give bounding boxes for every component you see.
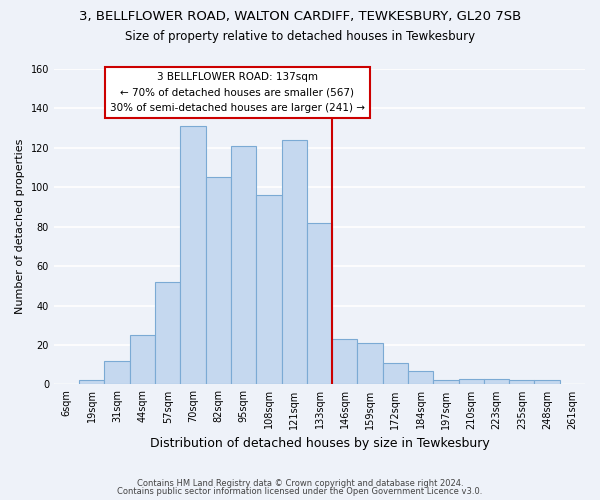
Bar: [358, 343, 383, 384]
Bar: [231, 146, 256, 384]
Bar: [458, 378, 484, 384]
Bar: [79, 380, 104, 384]
Text: Contains public sector information licensed under the Open Government Licence v3: Contains public sector information licen…: [118, 487, 482, 496]
Bar: [509, 380, 535, 384]
Bar: [383, 362, 408, 384]
Bar: [206, 178, 231, 384]
Y-axis label: Number of detached properties: Number of detached properties: [15, 139, 25, 314]
Bar: [484, 378, 509, 384]
Text: Contains HM Land Registry data © Crown copyright and database right 2024.: Contains HM Land Registry data © Crown c…: [137, 478, 463, 488]
Text: 3 BELLFLOWER ROAD: 137sqm
← 70% of detached houses are smaller (567)
30% of semi: 3 BELLFLOWER ROAD: 137sqm ← 70% of detac…: [110, 72, 365, 114]
Bar: [155, 282, 181, 384]
Text: 3, BELLFLOWER ROAD, WALTON CARDIFF, TEWKESBURY, GL20 7SB: 3, BELLFLOWER ROAD, WALTON CARDIFF, TEWK…: [79, 10, 521, 23]
Bar: [535, 380, 560, 384]
Bar: [408, 370, 433, 384]
X-axis label: Distribution of detached houses by size in Tewkesbury: Distribution of detached houses by size …: [149, 437, 490, 450]
Text: Size of property relative to detached houses in Tewkesbury: Size of property relative to detached ho…: [125, 30, 475, 43]
Bar: [281, 140, 307, 384]
Bar: [181, 126, 206, 384]
Bar: [433, 380, 458, 384]
Bar: [130, 335, 155, 384]
Bar: [104, 361, 130, 384]
Bar: [307, 223, 332, 384]
Bar: [256, 195, 281, 384]
Bar: [332, 339, 358, 384]
